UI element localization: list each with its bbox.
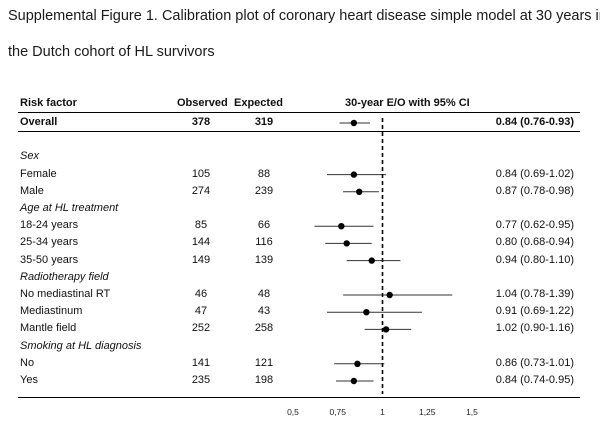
header-expected: Expected (234, 97, 283, 109)
group-header: Radiotherapy field (20, 270, 109, 283)
row-ci-text: 0.84 (0.69-1.02) (495, 167, 574, 180)
row-expected: 239 (254, 184, 274, 197)
row-expected: 198 (254, 374, 274, 386)
row-ci-text: 1.04 (0.78-1.39) (495, 288, 574, 300)
row-observed: 144 (191, 236, 211, 249)
point-estimate (343, 240, 350, 247)
row-ci-text: 0.77 (0.62-0.95) (495, 219, 574, 232)
point-estimate (350, 119, 358, 127)
row-label: 35-50 years (20, 253, 79, 266)
row-observed: 274 (191, 184, 211, 197)
row-ci-text: 0.86 (0.73-1.01) (495, 356, 574, 369)
row-label: Overall (20, 116, 58, 128)
x-tick-label: 1,25 (419, 407, 436, 417)
point-estimate (382, 326, 390, 333)
header-observed: Observed (177, 97, 228, 109)
group-header: Smoking at HL diagnosis (20, 339, 142, 352)
point-estimate (338, 223, 345, 230)
row-expected: 139 (254, 253, 274, 266)
row-observed: 235 (191, 374, 211, 386)
row-ci-text: 0.87 (0.78-0.98) (495, 184, 574, 197)
row-ci-text: 0.84 (0.74-0.95) (495, 374, 574, 386)
row-observed: 141 (191, 356, 211, 369)
row-ci-text: 0.94 (0.80-1.10) (495, 253, 574, 266)
row-observed: 252 (191, 322, 211, 335)
point-estimate (386, 291, 393, 299)
row-observed: 105 (191, 167, 211, 180)
header-ratio: 30-year E/O with 95% CI (345, 97, 470, 109)
row-ci-text: 0.80 (0.68-0.94) (495, 236, 574, 249)
x-tick-label: 0,75 (329, 407, 346, 417)
row-ci-text: 0.84 (0.76-0.93) (495, 116, 574, 128)
row-observed: 149 (191, 253, 211, 266)
row-expected: 258 (254, 322, 274, 335)
row-label: Female (20, 167, 57, 180)
table-bottom-rule (18, 397, 580, 398)
row-observed: 85 (194, 219, 208, 232)
row-label: 18-24 years (20, 219, 79, 232)
row-ci-text: 1.02 (0.90-1.16) (495, 322, 574, 335)
header-rule-top (18, 112, 580, 113)
x-tick-label: 1,5 (466, 407, 478, 417)
row-label: No (20, 356, 35, 369)
point-estimate (350, 377, 358, 385)
row-label: No mediastinal RT (20, 288, 111, 300)
row-expected: 116 (255, 236, 273, 249)
row-expected: 319 (254, 116, 274, 128)
header-risk-factor: Risk factor (20, 97, 77, 109)
point-estimate (356, 188, 363, 195)
row-observed: 47 (194, 305, 208, 318)
group-header: Age at HL treatment (20, 202, 119, 214)
x-tick-label: 0,5 (287, 407, 299, 417)
row-label: Yes (20, 374, 38, 386)
row-expected: 121 (254, 356, 274, 369)
group-header: Sex (20, 150, 39, 163)
row-label: 25-34 years (20, 236, 79, 249)
row-label: Mantle field (20, 322, 77, 335)
row-label: Male (20, 184, 44, 197)
x-tick-label: 1 (380, 407, 385, 417)
row-observed: 378 (191, 116, 211, 128)
row-expected: 88 (257, 167, 271, 180)
point-estimate (354, 360, 361, 367)
header-rule-bottom (18, 131, 580, 132)
row-expected: 48 (257, 288, 271, 300)
row-expected: 66 (257, 219, 271, 232)
row-label: Mediastinum (20, 305, 83, 318)
point-estimate (363, 309, 370, 316)
figure-title-line-1: Supplemental Figure 1. Calibration plot … (8, 8, 600, 24)
row-ci-text: 0.91 (0.69-1.22) (495, 305, 574, 318)
row-observed: 46 (194, 288, 208, 300)
figure-title-line-2: the Dutch cohort of HL survivors (8, 44, 215, 60)
point-estimate (368, 257, 375, 264)
point-estimate (350, 171, 358, 178)
row-expected: 43 (257, 305, 271, 318)
